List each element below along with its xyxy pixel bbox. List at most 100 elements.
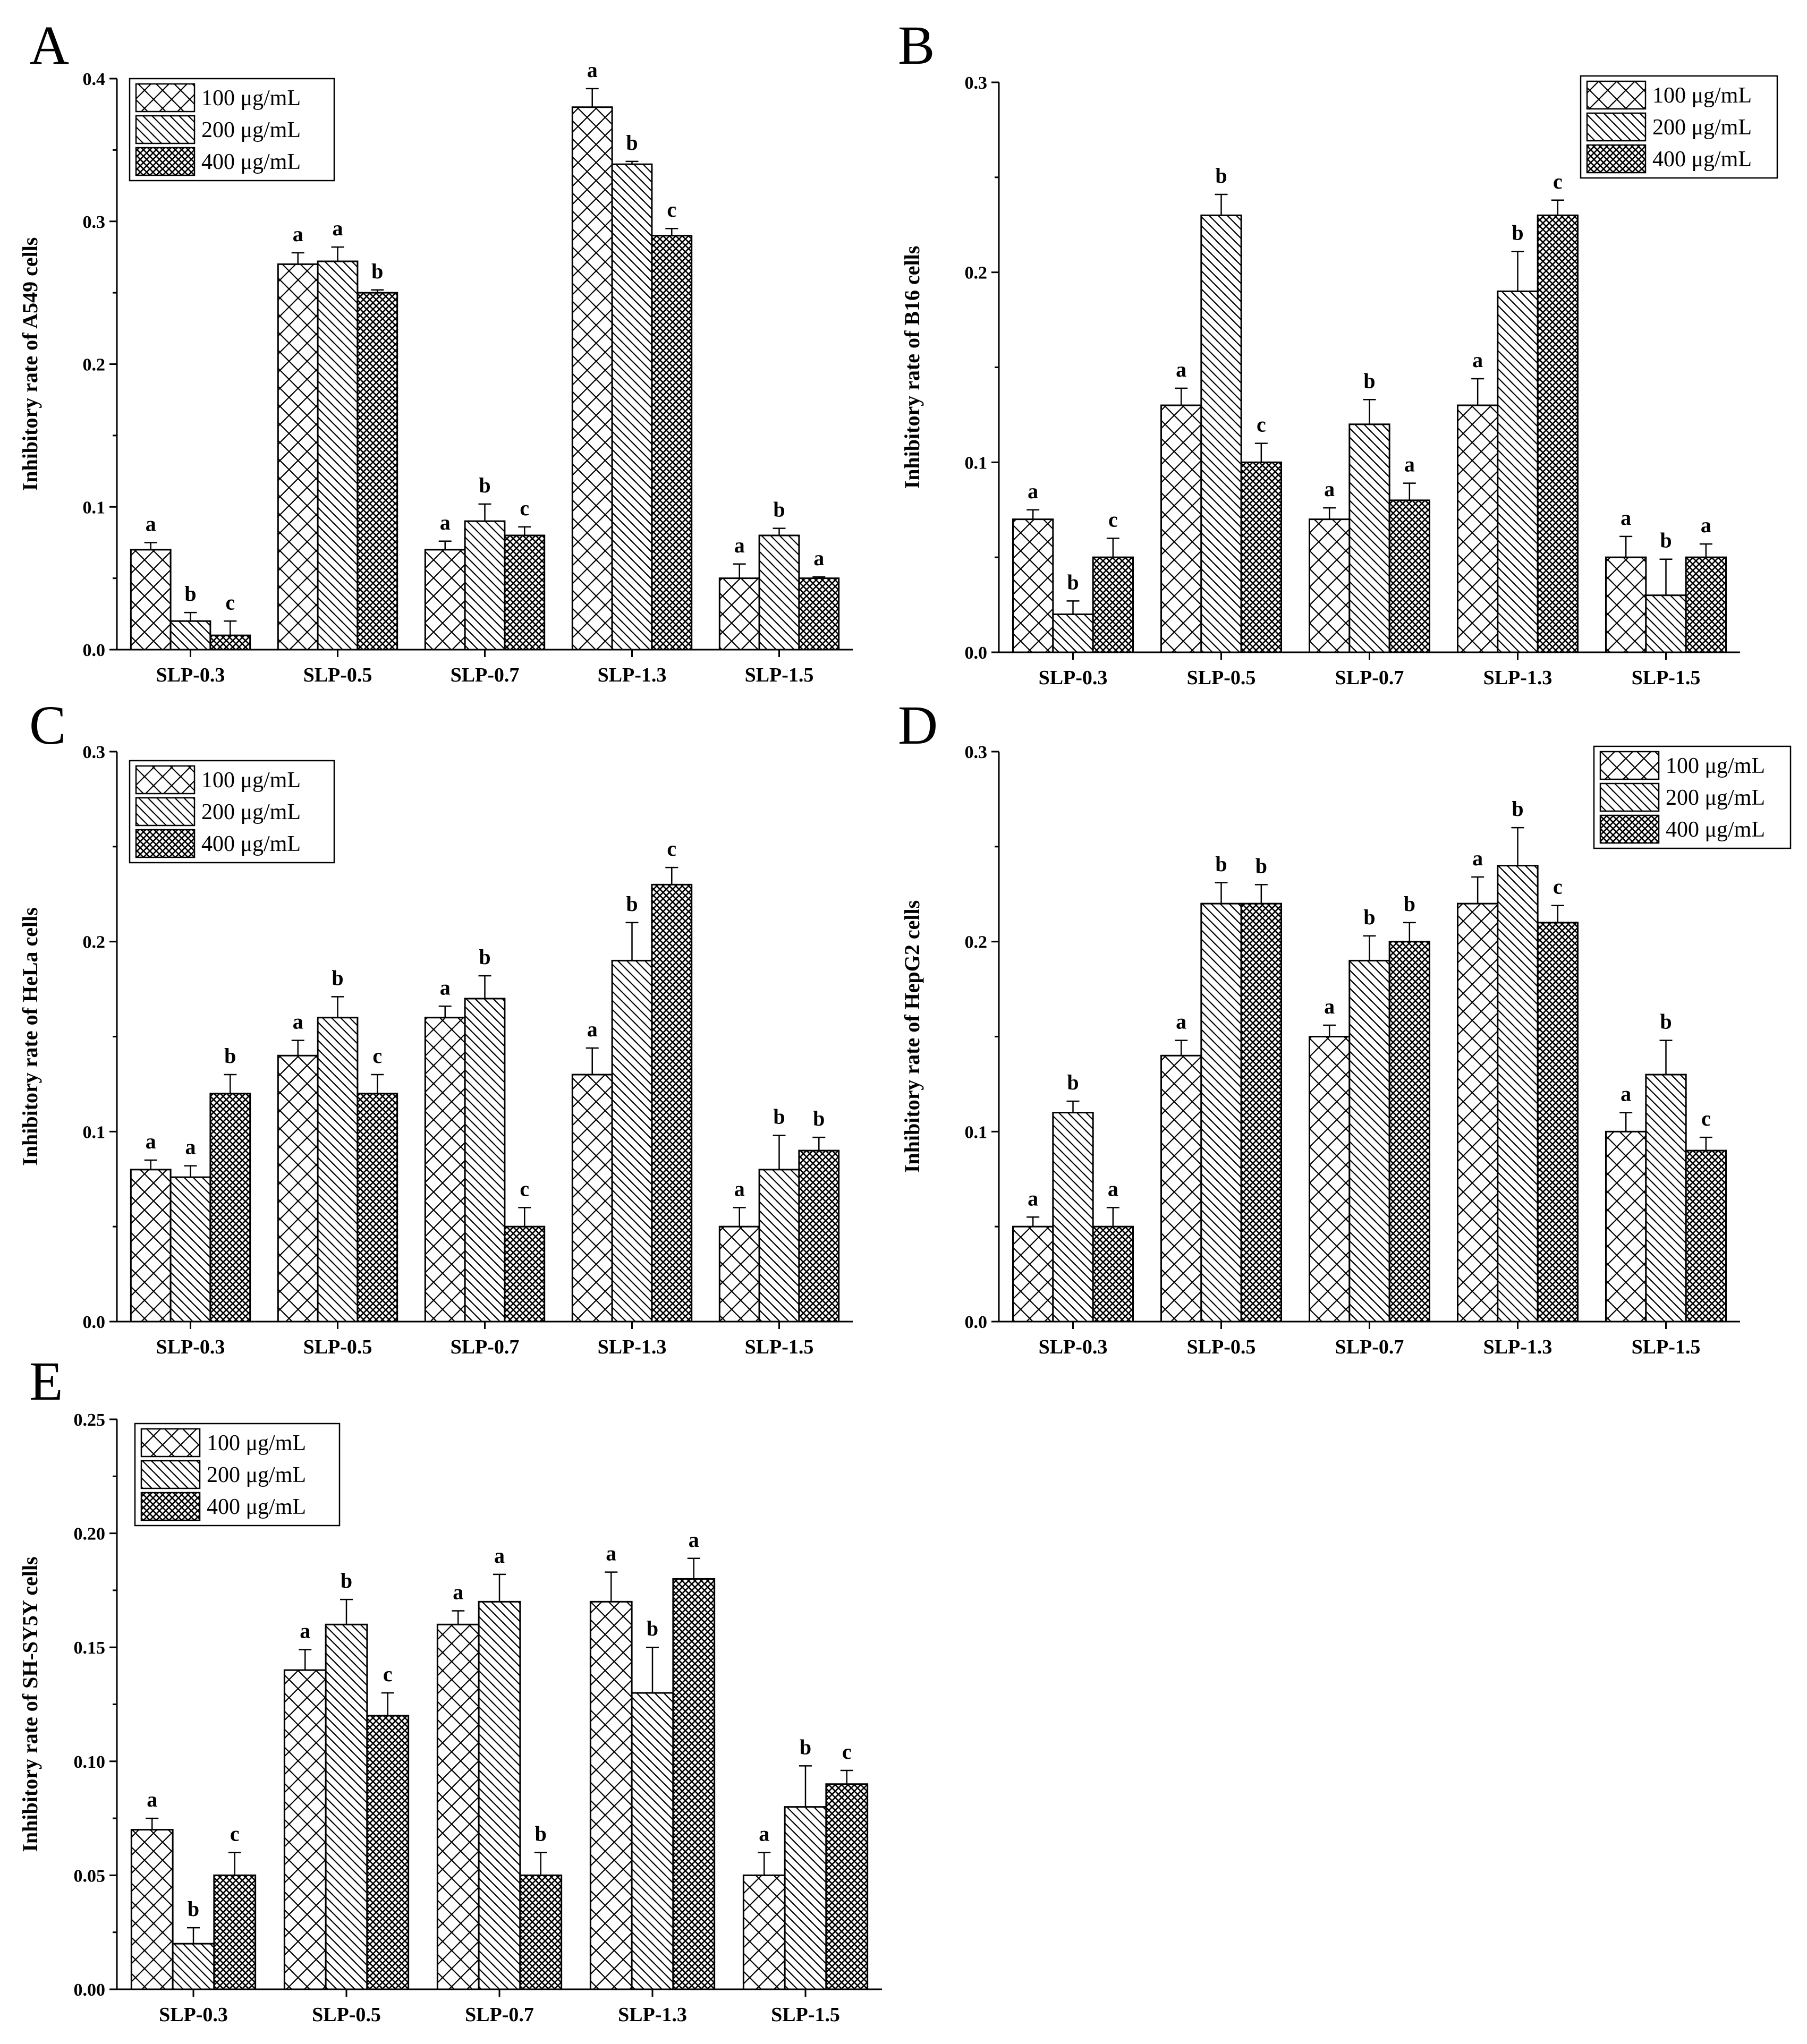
significance-letter: b [1404,892,1415,916]
bar [130,1829,174,1990]
bar [504,534,546,651]
bar [825,1783,869,1990]
y-tick-label: 0.00 [74,1980,106,2000]
significance-letter: b [1067,570,1079,594]
legend-swatch [1586,80,1647,110]
bar [1240,461,1282,653]
bar [1240,902,1282,1323]
legend-label: 200 μg/mL [207,1463,306,1487]
y-tick-label: 0.3 [83,212,106,232]
x-tick-label: SLP-1.3 [598,664,667,686]
x-tick-label: SLP-0.3 [159,2004,228,2026]
bar [611,959,653,1323]
significance-letter: a [759,1821,769,1845]
bar [1309,1036,1351,1323]
bar [1685,556,1727,653]
x-tick-label: SLP-0.3 [156,664,225,686]
y-tick-label: 0.0 [965,643,988,663]
x-tick-label: SLP-0.7 [451,664,520,686]
bar [357,1093,398,1323]
significance-letter: b [773,498,785,522]
y-axis-title: Inhibitory rate of HeLa cells [18,907,42,1166]
significance-letter: b [1660,529,1672,552]
x-tick-label: SLP-0.3 [1039,1336,1108,1358]
x-tick-label: SLP-1.3 [1483,667,1553,689]
significance-letter: c [225,590,235,614]
bar [1309,518,1351,653]
legend-swatch [1599,814,1660,844]
significance-letter: a [1176,1010,1186,1034]
bar [1052,1112,1094,1323]
legend-label: 400 μg/mL [201,150,301,174]
x-tick-label: SLP-0.5 [312,2004,381,2026]
significance-letter: c [1108,507,1118,531]
x-tick-label: SLP-0.5 [303,664,372,686]
y-tick-label: 0.0 [83,641,106,660]
bar [571,1074,613,1323]
significance-letter: a [333,216,343,240]
significance-letter: a [689,1528,699,1552]
significance-letter: a [494,1544,505,1568]
significance-letter: b [1512,220,1523,244]
significance-letter: a [1404,453,1415,476]
bar [464,520,506,651]
bar [611,163,653,651]
significance-letter: c [667,837,676,861]
significance-letter: a [147,1787,157,1811]
x-tick-label: SLP-1.5 [1632,1336,1701,1358]
significance-letter: b [647,1616,658,1640]
y-axis-title: Inhibitory rate of SH-SY5Y cells [18,1556,42,1852]
bar [718,577,760,651]
bar [1685,1149,1727,1323]
legend-swatch [135,765,196,795]
bar [209,1093,251,1323]
legend: 100 μg/mL 200 μg/mL 400 μg/mL [134,1423,341,1527]
y-tick-label: 0.1 [965,453,988,473]
panel-c: C 0.0 0.1 0.2 0.3 Inhibitory rate of HeLa cel… [18,695,853,1358]
bar [366,1715,410,1990]
y-tick-label: 0.0 [965,1313,988,1332]
bar [798,577,840,651]
significance-letter: a [1108,1177,1118,1200]
significance-letter: c [1553,875,1563,899]
x-tick-label: SLP-1.3 [1483,1336,1553,1358]
significance-letter: b [184,582,196,606]
y-tick-label: 0.3 [83,743,106,762]
legend-swatch [135,797,196,827]
significance-letter: b [1215,164,1227,188]
legend-swatch [140,1492,201,1521]
significance-letter: a [813,546,824,570]
y-tick-label: 0.10 [74,1752,106,1772]
x-tick-label: SLP-0.7 [1335,1336,1404,1358]
significance-letter: a [1324,994,1335,1018]
bar [424,549,466,651]
bar [1092,1225,1134,1323]
significance-letter: a [440,510,451,534]
y-tick-label: 0.20 [74,1525,106,1544]
legend-swatch [1586,144,1647,174]
significance-letter: a [185,1135,196,1159]
y-tick-label: 0.4 [83,70,106,89]
panel-e: E 0.00 0.05 0.10 0.15 0.20 0.25 Inhibitory rate… [18,1351,882,2026]
panel-a: A 0.0 0.1 0.2 0.3 0.4 Inhibitory rate of A549 … [18,15,853,686]
x-tick-label: SLP-1.5 [745,664,814,686]
significance-letter: a [587,1017,598,1041]
y-tick-label: 0.2 [965,263,988,283]
bar [1388,941,1430,1323]
significance-letter: a [606,1541,616,1565]
legend-swatch [140,1460,201,1489]
bar [1092,556,1134,653]
bar [1457,404,1499,653]
bar [130,1169,172,1323]
y-tick-label: 0.15 [74,1638,106,1658]
significance-letter: c [230,1821,240,1845]
significance-letter: c [372,1044,382,1068]
bar [651,883,693,1323]
bar [1348,959,1390,1323]
significance-letter: a [734,533,745,557]
bar [1605,556,1647,653]
significance-letter: c [1701,1106,1711,1130]
x-tick-label: SLP-0.7 [465,2004,534,2026]
bar [672,1578,716,1990]
significance-letter: b [188,1897,199,1921]
